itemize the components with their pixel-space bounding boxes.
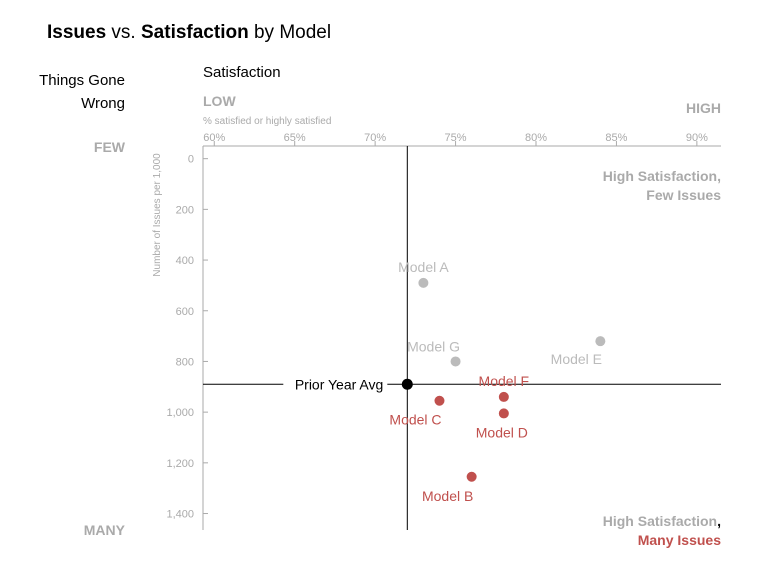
point-label: Model D	[476, 424, 528, 440]
x-tick-label: 70%	[364, 132, 386, 144]
title-by-model: by Model	[249, 22, 331, 43]
point-model-f	[498, 391, 509, 402]
x-tick-label: 90%	[686, 132, 708, 144]
point-model-a	[418, 277, 429, 288]
y-tick-label: 1,400	[166, 509, 194, 521]
y-axis-label: Number of Issues per 1,000	[152, 153, 163, 277]
annotation-bottom-comma: ,	[717, 513, 721, 529]
x-tick-label: 65%	[284, 132, 306, 144]
y-tick-label: 800	[176, 356, 194, 368]
title-issues: Issues	[47, 22, 106, 43]
y-tick-label: 200	[176, 204, 194, 216]
x-sublabel: % satisfied or highly satisfied	[203, 116, 331, 127]
y-title-line2: Wrong	[81, 95, 125, 112]
y-tick-label: 400	[176, 255, 194, 267]
point-model-b	[466, 471, 477, 482]
point-model-c	[434, 395, 445, 406]
y-many-label: MANY	[84, 522, 126, 538]
point-label: Model G	[407, 338, 460, 354]
x-tick-label: 80%	[525, 132, 547, 144]
annotation-bottom-line1-text: High Satisfaction	[603, 513, 717, 529]
x-tick-label: 75%	[445, 132, 467, 144]
point-model-d	[498, 408, 509, 419]
x-low-label: LOW	[203, 93, 236, 109]
point-label: Model F	[479, 373, 530, 389]
chart-title: Issues vs. Satisfaction by Model	[47, 22, 331, 43]
x-ticks: 60% 65% 70% 75% 80% 85% 90%	[203, 132, 708, 146]
title-vs: vs.	[106, 22, 141, 43]
y-tick-label: 600	[176, 306, 194, 318]
title-satisfaction: Satisfaction	[141, 22, 249, 43]
point-model-g	[450, 356, 461, 367]
y-tick-label: 1,200	[166, 458, 194, 470]
point-label: Model C	[389, 412, 441, 428]
y-tick-label: 0	[188, 154, 194, 166]
reference-label: Prior Year Avg	[295, 376, 383, 392]
x-high-label: HIGH	[686, 100, 721, 116]
point-label: Model A	[398, 259, 449, 275]
x-axis-title: Satisfaction	[203, 64, 281, 81]
y-title-line1: Things Gone	[39, 72, 125, 89]
point-label: Model E	[551, 351, 602, 367]
y-tick-label: 1,000	[166, 407, 194, 419]
reference-point	[401, 378, 413, 390]
point-label: Model B	[422, 488, 473, 504]
x-tick-label: 85%	[605, 132, 627, 144]
annotation-top-line1: High Satisfaction,	[603, 168, 721, 184]
reference-label-background	[283, 375, 388, 394]
annotation-top-line2: Few Issues	[646, 187, 721, 203]
annotation-bottom-line1: High Satisfaction,	[603, 513, 721, 529]
point-model-e	[595, 336, 606, 347]
y-few-label: FEW	[94, 139, 126, 155]
x-tick-label: 60%	[203, 132, 225, 144]
data-points: Model A Model G Model E Model F Model C Model…	[389, 259, 606, 504]
annotation-bottom-line2: Many Issues	[638, 532, 721, 548]
y-ticks: 0 200 400 600 800 1,000 1,200 1,400	[166, 154, 208, 521]
